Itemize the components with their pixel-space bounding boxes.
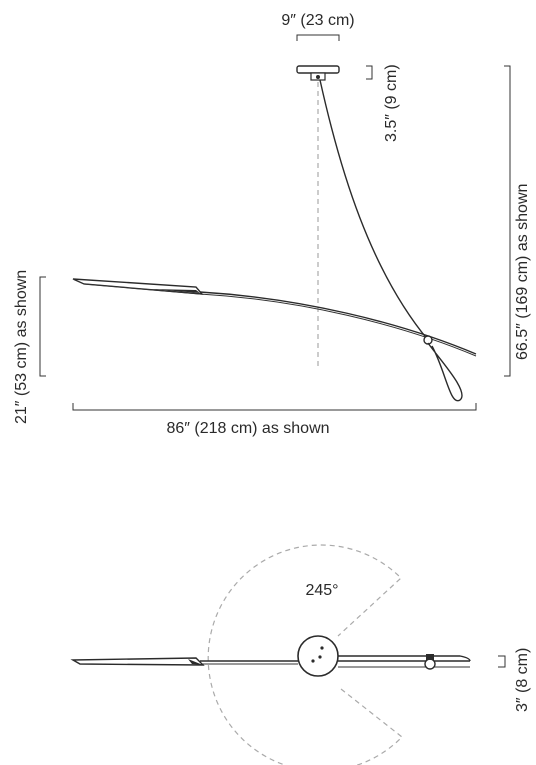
canopy-height-label: 3.5″ (9 cm) (383, 64, 400, 142)
ceiling-canopy (296, 65, 340, 81)
shade-height-label: 21″ (53 cm) as shown (13, 270, 30, 424)
top-view-joint (424, 654, 436, 670)
total-height-label: 66.5″ (169 cm) as shown (514, 184, 531, 360)
canopy-width-dimension: 9″ (23 cm) (281, 12, 355, 41)
depth-label: 3″ (8 cm) (514, 648, 531, 712)
side-view: 9″ (23 cm) 3.5″ (9 cm) (13, 12, 531, 437)
total-height-dimension: 66.5″ (169 cm) as shown (504, 65, 531, 377)
arm-joint (423, 335, 433, 345)
depth-dimension: 3″ (8 cm) (498, 648, 531, 712)
canopy-width-label: 9″ (23 cm) (281, 12, 354, 29)
suspension-cable (319, 79, 429, 341)
top-view: 245° 3″ (8 cm) (70, 544, 531, 765)
rotation-angle-label: 245° (305, 582, 338, 599)
total-width-label: 86″ (218 cm) as shown (166, 420, 329, 437)
top-view-shade (70, 657, 205, 666)
total-width-dimension: 86″ (218 cm) as shown (72, 403, 477, 437)
lamp-arm (199, 291, 477, 355)
cord-loop (427, 342, 463, 402)
lamp-shade (72, 278, 204, 295)
rotation-arc (207, 544, 403, 765)
shade-height-dimension: 21″ (53 cm) as shown (13, 270, 46, 424)
top-view-canopy (297, 635, 339, 677)
canopy-height-dimension: 3.5″ (9 cm) (366, 64, 400, 142)
